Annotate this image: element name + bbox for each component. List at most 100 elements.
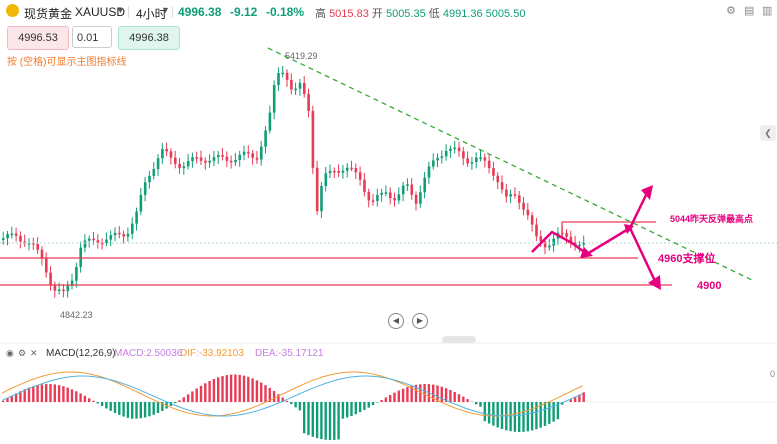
macd-axis-tick: 0	[770, 369, 776, 379]
settings-icon[interactable]: ⚙	[18, 348, 27, 358]
settings-icon[interactable]: ⚙	[726, 5, 736, 17]
timeframe-dropdown-icon[interactable]: ▼	[161, 5, 170, 15]
macd-bar	[247, 376, 250, 402]
collapse-panel-icon[interactable]: ❮	[760, 125, 776, 141]
symbol-name[interactable]: 现货黄金	[24, 7, 73, 21]
scroll-right-button[interactable]: ▶	[412, 313, 428, 329]
candle-body	[169, 151, 173, 158]
macd-bar	[294, 402, 297, 408]
candle-body	[552, 238, 555, 246]
candle-body	[358, 172, 362, 180]
candle-body	[423, 177, 426, 193]
macd-bar	[221, 376, 224, 402]
macd-bar	[225, 375, 228, 402]
candle-body	[500, 182, 504, 190]
macd-bar	[10, 395, 13, 402]
macd-bar	[380, 399, 383, 402]
candle-body	[518, 195, 521, 203]
candle-body	[238, 154, 242, 160]
candle-body	[199, 157, 203, 161]
candle-body	[479, 157, 482, 159]
candle-body	[49, 272, 52, 286]
macd-bar	[109, 402, 112, 411]
layout-icon[interactable]: ▥	[762, 5, 773, 17]
macd-bar	[255, 380, 259, 402]
macd-bar	[363, 402, 366, 410]
candle-body	[260, 146, 263, 160]
candle-body	[62, 289, 65, 292]
candle-body	[470, 162, 474, 164]
candle-body	[247, 151, 250, 154]
symbol-header: 现货黄金 XAUUSD ▼ 4小时 ▼ 4996.38 -9.12 -0.18%…	[0, 0, 777, 24]
candle-body	[526, 209, 530, 216]
macd-bar	[199, 385, 203, 402]
buy-button[interactable]: 4996.38	[118, 26, 180, 50]
candle-body	[255, 157, 259, 160]
macd-bar	[492, 402, 495, 426]
macd-bar	[530, 402, 534, 431]
candle-body	[290, 79, 293, 90]
candle-body	[32, 242, 35, 245]
macd-bar	[53, 384, 56, 402]
candle-body	[307, 93, 310, 111]
last-price: 4996.38	[178, 5, 222, 19]
macd-bar	[406, 387, 409, 402]
macd-histogram	[2, 374, 585, 440]
sell-button[interactable]: 4996.53	[7, 26, 69, 50]
macd-bar	[543, 402, 547, 426]
candlestick-series	[2, 65, 586, 298]
macd-bar	[573, 397, 577, 402]
candle-body	[320, 186, 323, 212]
candle-body	[496, 175, 500, 183]
eye-icon[interactable]: ◉	[6, 348, 14, 358]
symbol-code[interactable]: XAUUSD	[75, 5, 126, 19]
candle-body	[217, 155, 220, 158]
candle-body	[565, 232, 568, 237]
chart-scrollbar[interactable]	[442, 336, 476, 343]
candle-body	[40, 249, 44, 259]
quantity-input[interactable]: 0.01	[72, 26, 112, 48]
scroll-left-button[interactable]: ◀	[388, 313, 404, 329]
candle-body	[79, 247, 82, 268]
indicator-icon[interactable]: ▤	[744, 5, 755, 17]
macd-bar	[268, 388, 271, 402]
candle-body	[118, 232, 121, 235]
candle-body	[208, 160, 211, 163]
candle-body	[492, 168, 495, 176]
timeframe-selector[interactable]: 4小时	[136, 7, 167, 21]
candle-body	[143, 182, 147, 195]
macd-bar	[174, 402, 177, 404]
candle-body	[27, 242, 31, 245]
candle-body	[131, 223, 134, 234]
price-change-pct: -0.18%	[266, 5, 305, 19]
candle-body	[57, 289, 61, 291]
macd-bar	[143, 402, 147, 418]
macd-bar	[131, 402, 134, 419]
projection-up-arrow	[628, 192, 649, 229]
candle-body	[178, 163, 181, 169]
macd-bar	[303, 402, 306, 434]
candle-body	[505, 189, 508, 197]
macd-bar	[414, 384, 418, 402]
macd-bar	[376, 402, 379, 403]
candle-body	[350, 167, 353, 170]
macd-bar	[100, 402, 104, 406]
macd-bar	[152, 402, 155, 415]
candle-body	[371, 200, 375, 202]
candle-body	[191, 157, 194, 162]
candle-body	[126, 233, 130, 237]
symbol-dropdown-icon[interactable]: ▼	[116, 5, 125, 15]
macd-bar	[561, 402, 564, 405]
candle-body	[328, 170, 332, 174]
close-icon[interactable]: ✕	[30, 348, 38, 358]
candle-body	[83, 240, 87, 248]
macd-bar	[186, 394, 190, 402]
candle-body	[303, 82, 306, 94]
macd-bar	[264, 385, 267, 402]
peak-label: 5419.29	[285, 51, 318, 61]
candle-body	[414, 194, 418, 204]
candle-body	[337, 170, 340, 173]
candle-body	[453, 147, 457, 150]
candle-body	[281, 72, 285, 75]
